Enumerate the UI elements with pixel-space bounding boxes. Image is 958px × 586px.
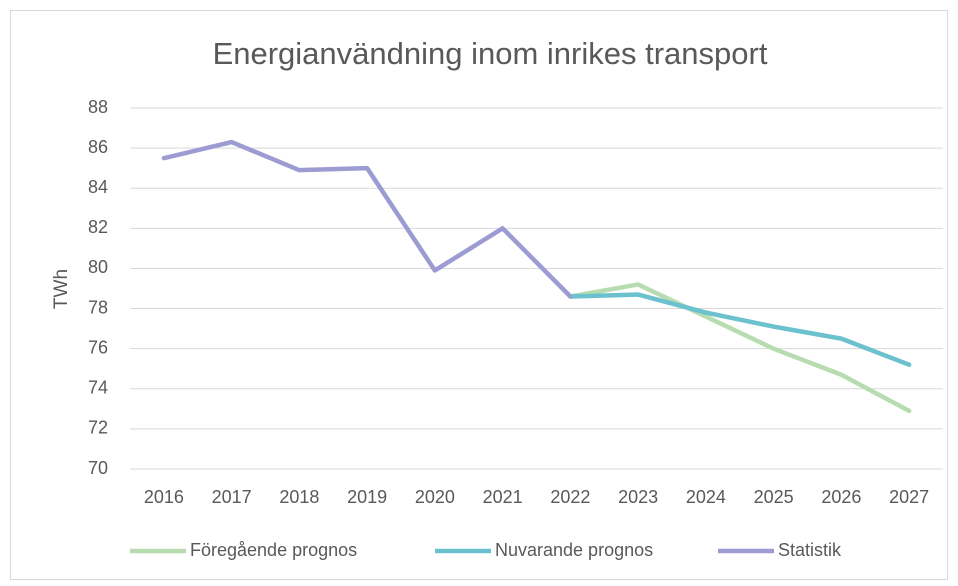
x-tick-label: 2021 (483, 487, 523, 507)
y-tick-label: 72 (88, 418, 108, 438)
x-tick-label: 2016 (144, 487, 184, 507)
x-tick-label: 2025 (754, 487, 794, 507)
y-axis-label: TWh (51, 269, 72, 309)
chart-border (10, 10, 948, 580)
y-tick-label: 82 (88, 217, 108, 237)
chart-title: Energianvändning inom inrikes transport (213, 36, 768, 71)
y-tick-label: 70 (88, 458, 108, 478)
x-tick-label: 2018 (279, 487, 319, 507)
series-line (568, 282, 912, 414)
y-tick-label: 80 (88, 257, 108, 277)
x-tick-label: 2020 (415, 487, 455, 507)
series-line (568, 292, 912, 367)
x-tick-label: 2026 (821, 487, 861, 507)
y-tick-label: 74 (88, 378, 108, 398)
legend-label: Föregående prognos (190, 540, 357, 560)
legend-label: Nuvarande prognos (495, 540, 653, 560)
x-tick-label: 2023 (618, 487, 658, 507)
y-tick-label: 78 (88, 297, 108, 317)
x-tick-label: 2027 (889, 487, 929, 507)
legend-label: Statistik (778, 540, 842, 560)
y-tick-label: 88 (88, 97, 108, 117)
x-tick-label: 2017 (212, 487, 252, 507)
y-tick-label: 76 (88, 337, 108, 357)
x-tick-label: 2024 (686, 487, 726, 507)
series-line (161, 139, 573, 299)
y-tick-label: 86 (88, 137, 108, 157)
y-tick-label: 84 (88, 177, 108, 197)
x-tick-label: 2022 (550, 487, 590, 507)
x-tick-label: 2019 (347, 487, 387, 507)
